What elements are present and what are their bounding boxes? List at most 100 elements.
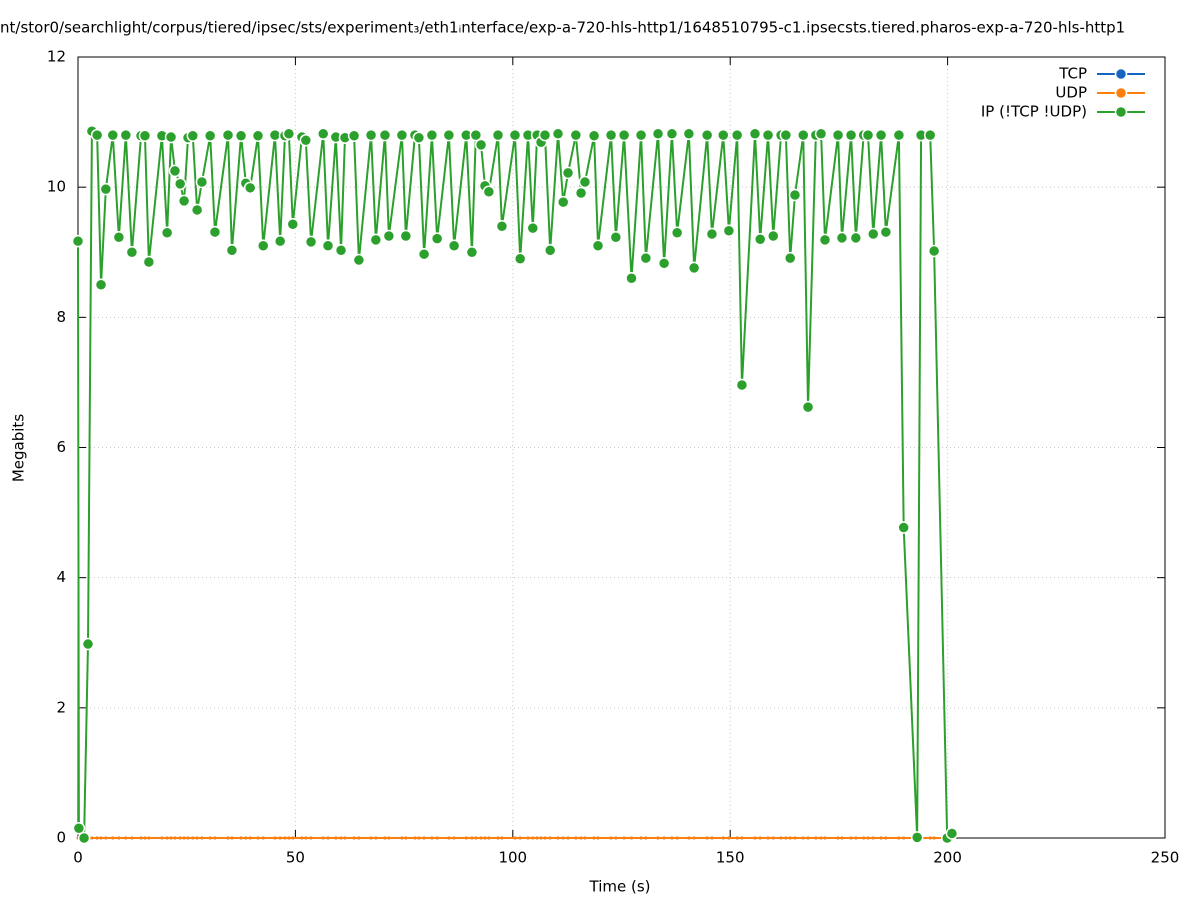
data-point — [579, 836, 583, 840]
data-point — [761, 128, 775, 142]
data-point — [142, 255, 156, 269]
data-point — [200, 836, 204, 840]
data-point — [836, 836, 840, 840]
legend-label: UDP — [1055, 84, 1087, 102]
data-point — [299, 134, 313, 147]
x-tick-label: 50 — [286, 849, 305, 867]
data-point — [753, 232, 767, 246]
data-point — [831, 128, 845, 142]
data-point — [535, 836, 539, 840]
data-point — [383, 836, 387, 840]
data-point — [417, 836, 421, 840]
data-point — [630, 836, 634, 840]
data-point — [591, 239, 605, 252]
data-point — [710, 836, 714, 840]
data-point — [574, 186, 588, 200]
data-point — [578, 175, 592, 189]
data-point — [369, 836, 373, 840]
data-point — [788, 188, 802, 202]
data-point — [465, 246, 479, 259]
y-tick-label: 8 — [56, 308, 66, 326]
data-point — [614, 836, 618, 840]
x-axis-label: Time (s) — [589, 878, 651, 896]
data-point — [526, 836, 530, 840]
data-point — [286, 218, 300, 231]
data-point — [596, 836, 600, 840]
data-point — [417, 247, 431, 261]
data-point — [495, 219, 509, 233]
legend-label: IP (!TCP !UDP) — [981, 103, 1087, 121]
data-point — [740, 836, 744, 840]
data-point — [928, 836, 932, 840]
data-point — [543, 244, 557, 257]
data-point — [72, 821, 86, 835]
data-point — [766, 836, 770, 840]
x-tick-label: 0 — [73, 849, 83, 867]
data-point — [574, 836, 578, 840]
data-point — [273, 836, 277, 840]
data-point — [735, 378, 749, 392]
data-point — [788, 836, 792, 840]
data-point — [513, 252, 527, 266]
data-point — [884, 836, 888, 840]
data-point — [814, 127, 828, 141]
data-point — [945, 827, 959, 840]
data-point — [374, 836, 378, 840]
data-point — [543, 836, 547, 840]
data-point — [479, 836, 483, 840]
data-point — [753, 836, 757, 840]
data-point — [500, 836, 504, 840]
data-point — [334, 244, 348, 257]
data-point — [72, 234, 85, 248]
data-point — [425, 128, 439, 142]
data-point — [840, 836, 844, 840]
data-point — [326, 836, 330, 840]
data-point — [164, 130, 178, 144]
data-point — [178, 836, 182, 840]
data-point — [106, 128, 120, 142]
data-point — [675, 836, 679, 840]
data-point — [464, 836, 468, 840]
data-point — [866, 836, 870, 840]
data-point — [657, 257, 671, 270]
data-point — [854, 836, 858, 840]
data-point — [182, 836, 186, 840]
data-point — [651, 127, 665, 141]
data-point — [239, 836, 243, 840]
data-point — [177, 194, 191, 208]
data-point — [862, 836, 866, 840]
data-point — [412, 131, 426, 144]
data-point — [321, 239, 335, 252]
data-point — [248, 836, 252, 840]
x-tick-label: 150 — [716, 849, 745, 867]
data-point — [639, 836, 643, 840]
data-point — [551, 127, 565, 141]
data-point — [452, 836, 456, 840]
data-point — [283, 836, 287, 840]
data-point — [382, 229, 396, 243]
y-tick-label: 2 — [56, 698, 66, 716]
data-point — [819, 836, 823, 840]
data-point — [556, 195, 570, 209]
data-point — [779, 836, 783, 840]
data-point — [186, 836, 190, 840]
data-point — [139, 836, 143, 840]
data-point — [609, 836, 613, 840]
data-point — [700, 128, 714, 142]
data-point — [447, 836, 451, 840]
data-point — [766, 229, 780, 243]
data-point — [932, 836, 936, 840]
data-point — [321, 836, 325, 840]
data-point — [225, 244, 239, 257]
data-point — [77, 831, 91, 844]
data-point — [226, 836, 230, 840]
data-point — [208, 836, 212, 840]
data-point — [730, 128, 744, 142]
data-point — [282, 127, 296, 141]
plot-area — [72, 124, 959, 844]
data-point — [125, 246, 139, 259]
data-point — [874, 128, 888, 142]
y-tick-label: 6 — [56, 438, 66, 456]
data-point — [692, 836, 696, 840]
data-point — [818, 233, 832, 247]
